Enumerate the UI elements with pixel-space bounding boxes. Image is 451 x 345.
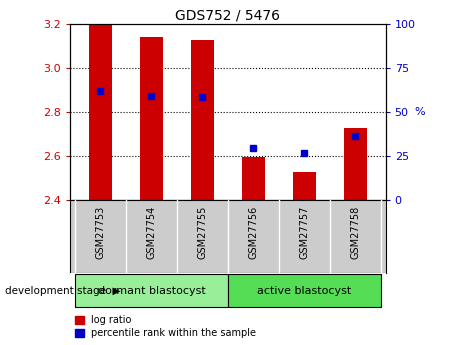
Text: GSM27757: GSM27757	[299, 206, 309, 259]
Legend: log ratio, percentile rank within the sample: log ratio, percentile rank within the sa…	[75, 315, 256, 338]
Y-axis label: %: %	[414, 107, 425, 117]
Text: GSM27758: GSM27758	[350, 206, 360, 259]
Text: GSM27755: GSM27755	[197, 206, 207, 259]
Bar	[89, 24, 112, 200]
Bar	[242, 157, 265, 200]
Bar	[228, 274, 381, 307]
Text: dormant blastocyst: dormant blastocyst	[97, 286, 205, 296]
Bar	[140, 37, 163, 200]
Title: GDS752 / 5476: GDS752 / 5476	[175, 9, 280, 23]
Bar	[75, 274, 228, 307]
Text: GSM27756: GSM27756	[248, 206, 258, 259]
Bar	[344, 128, 367, 200]
Bar	[191, 40, 214, 200]
Text: GSM27754: GSM27754	[147, 206, 156, 259]
Text: GSM27753: GSM27753	[96, 206, 106, 259]
Bar	[293, 171, 316, 200]
Text: active blastocyst: active blastocyst	[257, 286, 351, 296]
Text: development stage  ▶: development stage ▶	[5, 286, 120, 296]
